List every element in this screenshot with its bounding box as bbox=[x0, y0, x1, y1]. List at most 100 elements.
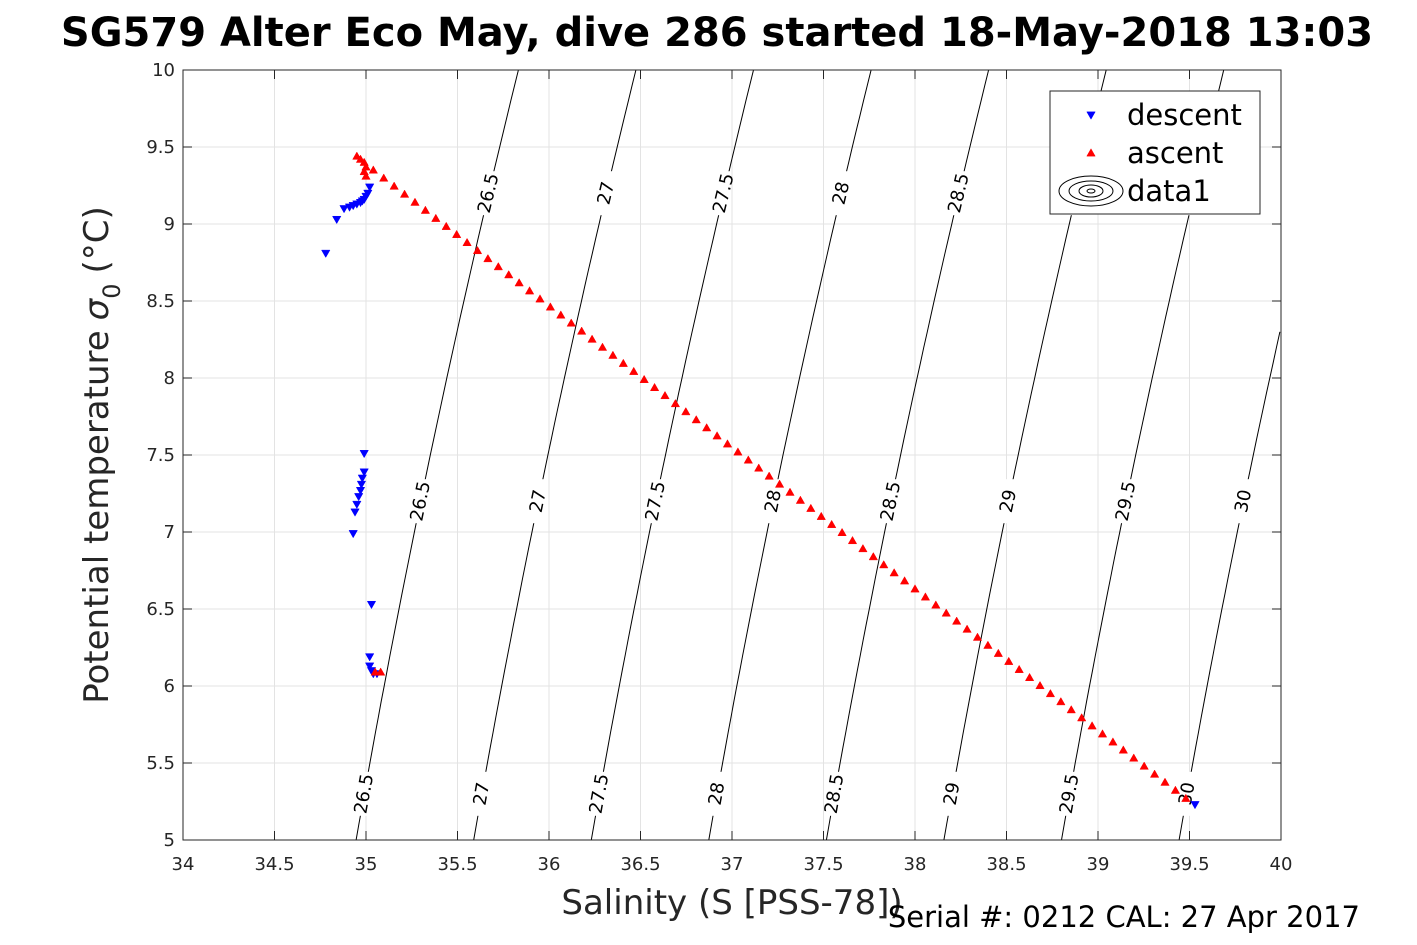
ascent-point bbox=[1004, 656, 1014, 665]
contour-label-gap bbox=[1063, 771, 1076, 816]
ascent-point bbox=[920, 592, 931, 601]
y-axis-label-symbol: σ bbox=[77, 297, 117, 320]
y-tick-label: 5 bbox=[164, 830, 175, 851]
contour-label-gap bbox=[1120, 479, 1133, 524]
ascent-point bbox=[837, 527, 847, 536]
ascent-point bbox=[1160, 777, 1170, 786]
x-tick-label: 38.5 bbox=[986, 854, 1026, 875]
y-tick-label: 6 bbox=[164, 676, 175, 697]
x-tick-label: 35.5 bbox=[437, 854, 477, 875]
descent-point bbox=[365, 653, 375, 662]
ascent-point bbox=[1129, 753, 1139, 762]
ascent-point bbox=[847, 535, 858, 545]
ascent-point bbox=[806, 503, 816, 512]
contour-label-gap bbox=[710, 771, 723, 816]
ascent-point bbox=[441, 221, 451, 230]
y-ticks: 5 5.5 6 6.5 7 7.5 8 8.5 9 9.5 10 bbox=[146, 60, 1281, 851]
ascent-point bbox=[1118, 745, 1128, 754]
legend-marker-descent bbox=[1086, 111, 1096, 120]
x-tick-label: 37.5 bbox=[803, 854, 843, 875]
contour-label-gap bbox=[593, 771, 606, 816]
contour-label-gap bbox=[717, 171, 730, 216]
ascent-point bbox=[722, 439, 733, 448]
contour-label: 28 bbox=[705, 781, 730, 807]
y-tick-label: 10 bbox=[152, 60, 175, 81]
ascent-point bbox=[879, 560, 889, 569]
ascent-point bbox=[931, 600, 941, 609]
ascent-point bbox=[712, 431, 722, 440]
contour-label-gap bbox=[414, 479, 427, 524]
contour-label-gap bbox=[1002, 479, 1015, 524]
descent-point bbox=[339, 205, 349, 214]
ascent-point bbox=[462, 237, 472, 246]
contour-label: 27 bbox=[470, 781, 495, 807]
ascent-point bbox=[504, 270, 514, 279]
x-tick-label: 40 bbox=[1270, 854, 1293, 875]
ascent-point bbox=[1045, 688, 1056, 698]
ascent-point bbox=[941, 608, 951, 617]
density-contour bbox=[1178, 331, 1281, 841]
descent-point bbox=[365, 662, 375, 671]
contour-label-gap bbox=[358, 771, 371, 816]
ascent-point bbox=[639, 374, 649, 383]
descent-point bbox=[348, 530, 358, 539]
ascent-point bbox=[1056, 697, 1066, 706]
legend-marker-ascent bbox=[1086, 148, 1096, 157]
ascent-point bbox=[399, 189, 410, 198]
y-axis-label-group: Potential temperature σ0 (°C) bbox=[77, 206, 126, 704]
ascent-point bbox=[379, 173, 389, 182]
ascent-point bbox=[545, 302, 556, 311]
contour-label: 27 bbox=[593, 180, 619, 207]
y-tick-label: 9 bbox=[164, 214, 175, 235]
contour-label: 29 bbox=[940, 781, 965, 807]
ascent-point bbox=[1181, 793, 1191, 802]
ascent-point bbox=[899, 576, 910, 585]
contour-label-gap bbox=[835, 171, 848, 216]
ascent-point bbox=[785, 487, 795, 496]
descent-point bbox=[350, 508, 360, 517]
descent-point bbox=[366, 600, 377, 610]
x-tick-label: 36.5 bbox=[620, 854, 660, 875]
ascent-point bbox=[618, 358, 628, 367]
contour-label-gap bbox=[482, 171, 495, 216]
ascent-point bbox=[670, 399, 681, 408]
x-axis-label: Salinity (S [PSS-78]) bbox=[561, 883, 902, 923]
legend-marker-contour bbox=[1058, 175, 1124, 207]
ascent-point bbox=[1066, 705, 1076, 714]
ascent-point bbox=[754, 463, 764, 472]
x-tick-label: 39 bbox=[1087, 854, 1110, 875]
ascent-point bbox=[389, 181, 399, 190]
ascent-point bbox=[629, 366, 639, 375]
legend-box bbox=[1049, 90, 1261, 215]
y-axis-label-unit: (°C) bbox=[77, 206, 117, 273]
legend-label: ascent bbox=[1127, 136, 1223, 170]
contour-label: 28 bbox=[761, 488, 786, 515]
y-axis-label: Potential temperature σ0 (°C) bbox=[77, 206, 126, 704]
ascent-point bbox=[868, 552, 878, 561]
x-tick-label: 34 bbox=[172, 854, 195, 875]
y-tick-label: 9.5 bbox=[146, 137, 175, 158]
contour-label-gap bbox=[884, 479, 897, 524]
y-tick-label: 6.5 bbox=[146, 599, 175, 620]
ascent-point bbox=[420, 205, 431, 214]
contour-label-gap bbox=[600, 171, 613, 216]
ascent-point bbox=[535, 294, 545, 303]
ascent-point bbox=[952, 616, 962, 625]
contour-label-gap bbox=[1181, 771, 1194, 816]
chart-title: SG579 Alter Eco May, dive 286 started 18… bbox=[61, 10, 1373, 56]
ascent-point bbox=[1097, 729, 1108, 738]
ascent-point bbox=[858, 543, 868, 553]
ascent-point bbox=[827, 519, 837, 528]
x-tick-label: 37 bbox=[721, 854, 744, 875]
ascent-point bbox=[962, 624, 972, 633]
legend: descent ascent data1 bbox=[1049, 90, 1261, 215]
ascent-point bbox=[524, 286, 535, 295]
ascent-point bbox=[649, 382, 660, 391]
contour-label-gap bbox=[952, 171, 965, 216]
ascent-point bbox=[1170, 785, 1181, 794]
descent-point bbox=[359, 450, 369, 459]
x-ticks: 34 34.5 35 35.5 36 36.5 37 37.5 38 38.5 39 39.5 40 bbox=[172, 70, 1293, 875]
ascent-point bbox=[681, 407, 691, 416]
ascent-point bbox=[691, 415, 701, 424]
